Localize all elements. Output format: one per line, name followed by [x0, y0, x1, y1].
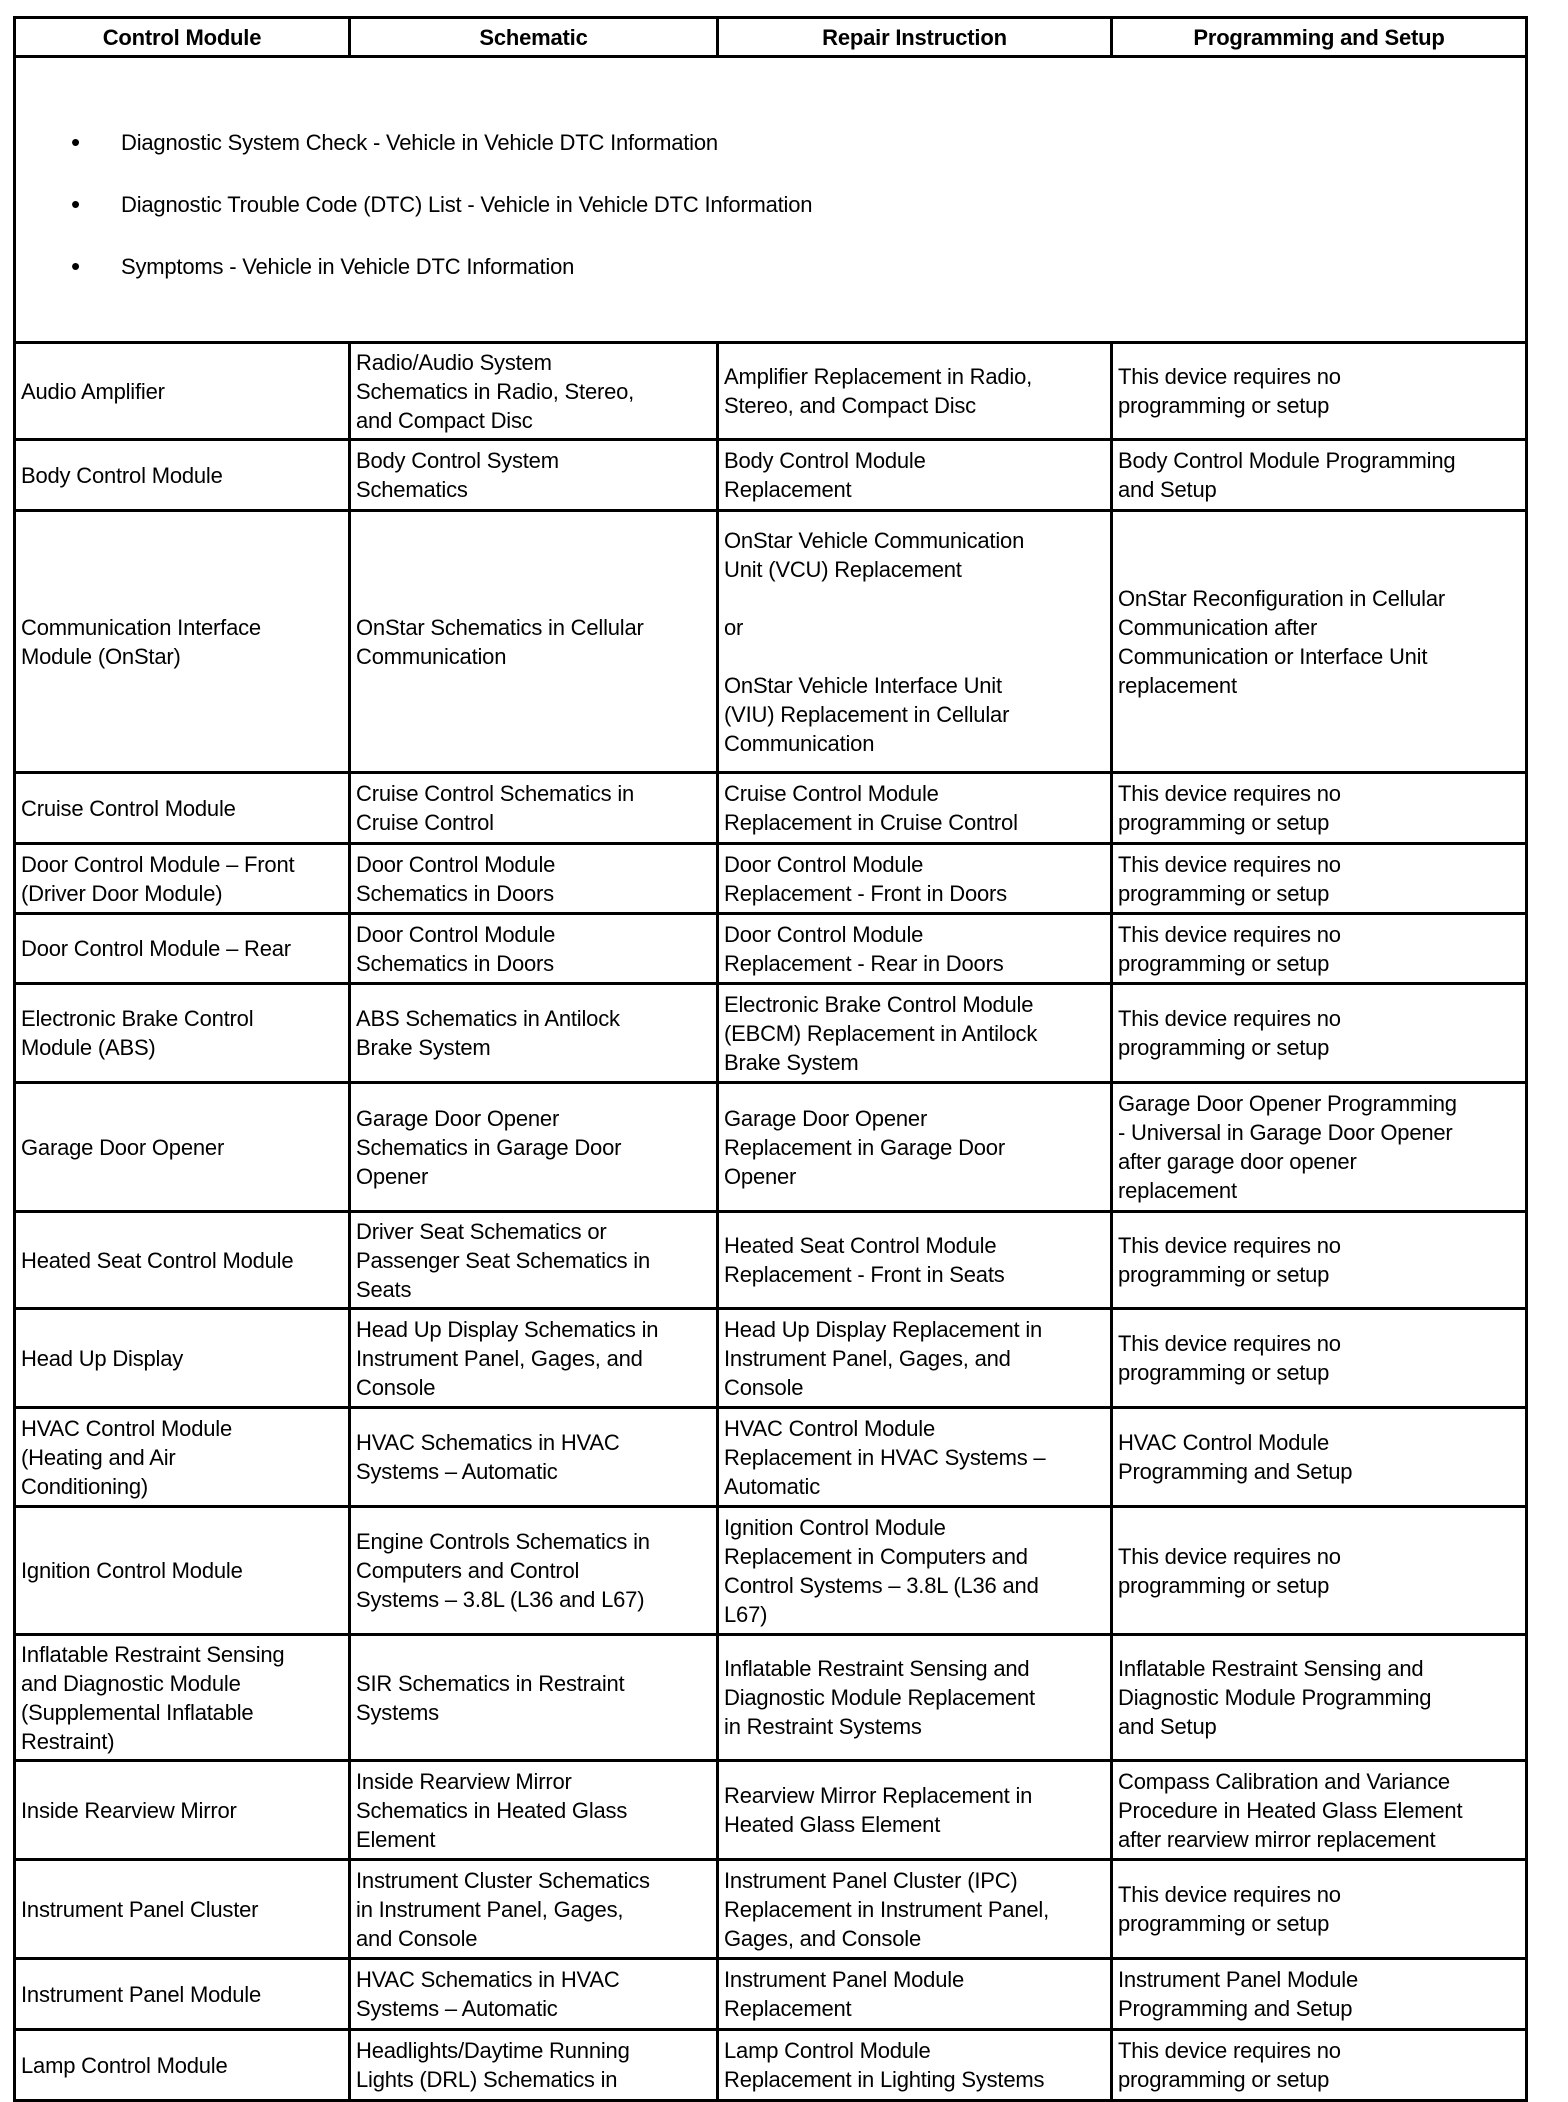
- control-module-cell: Electronic Brake Control Module (ABS): [13, 982, 351, 1084]
- table-row: Cruise Control Module Cruise Control Sche…: [13, 771, 1528, 845]
- programming-setup-cell[interactable]: This device requires no programming or s…: [1110, 341, 1528, 441]
- table-row: HVAC Control Module (Heating and Air Con…: [13, 1406, 1528, 1508]
- control-module-cell: Cruise Control Module: [13, 771, 351, 845]
- table-row: Heated Seat Control Module Driver Seat Sc…: [13, 1210, 1528, 1310]
- schematic-cell[interactable]: Driver Seat Schematics or Passenger Seat…: [348, 1210, 719, 1310]
- control-module-cell: HVAC Control Module (Heating and Air Con…: [13, 1406, 351, 1508]
- table-row: Audio Amplifier Radio/Audio System Schema…: [13, 341, 1528, 441]
- schematic-cell[interactable]: Garage Door Opener Schematics in Garage …: [348, 1081, 719, 1213]
- schematic-cell[interactable]: Body Control System Schematics: [348, 438, 719, 512]
- repair-instruction-cell[interactable]: Door Control Module Replacement - Rear i…: [716, 912, 1113, 985]
- repair-instruction-cell[interactable]: Heated Seat Control Module Replacement -…: [716, 1210, 1113, 1310]
- programming-setup-cell[interactable]: This device requires no programming or s…: [1110, 1210, 1528, 1310]
- table-row: Ignition Control Module Engine Controls S…: [13, 1505, 1528, 1636]
- schematic-cell[interactable]: Head Up Display Schematics in Instrument…: [348, 1307, 719, 1409]
- schematic-cell[interactable]: SIR Schematics in Restraint Systems: [348, 1633, 719, 1762]
- control-module-cell: Garage Door Opener: [13, 1081, 351, 1213]
- control-module-cell: Lamp Control Module: [13, 2028, 351, 2102]
- diagnostic-link[interactable]: Diagnostic Trouble Code (DTC) List - Veh…: [71, 188, 1520, 221]
- programming-setup-cell[interactable]: This device requires no programming or s…: [1110, 1505, 1528, 1636]
- table-row: Inflatable Restraint Sensing and Diagnos…: [13, 1633, 1528, 1762]
- table-row: Head Up Display Head Up Display Schematic…: [13, 1307, 1528, 1409]
- repair-instruction-cell[interactable]: Lamp Control Module Replacement in Light…: [716, 2028, 1113, 2102]
- control-module-cell: Heated Seat Control Module: [13, 1210, 351, 1310]
- schematic-cell[interactable]: HVAC Schematics in HVAC Systems – Automa…: [348, 1957, 719, 2031]
- control-module-cell: Inside Rearview Mirror: [13, 1759, 351, 1861]
- repair-instruction-cell[interactable]: Rearview Mirror Replacement in Heated Gl…: [716, 1759, 1113, 1861]
- repair-instruction-cell[interactable]: Instrument Panel Module Replacement: [716, 1957, 1113, 2031]
- repair-instruction-cell[interactable]: Instrument Panel Cluster (IPC) Replaceme…: [716, 1858, 1113, 1960]
- schematic-cell[interactable]: Inside Rearview Mirror Schematics in Hea…: [348, 1759, 719, 1861]
- repair-instruction-cell[interactable]: OnStar Vehicle Communication Unit (VCU) …: [716, 509, 1113, 774]
- schematic-cell[interactable]: Door Control Module Schematics in Doors: [348, 912, 719, 985]
- control-module-cell: Ignition Control Module: [13, 1505, 351, 1636]
- table-row: Garage Door Opener Garage Door Opener Sch…: [13, 1081, 1528, 1213]
- repair-instruction-cell[interactable]: Cruise Control Module Replacement in Cru…: [716, 771, 1113, 845]
- programming-setup-cell[interactable]: Body Control Module Programming and Setu…: [1110, 438, 1528, 512]
- control-module-cell: Door Control Module – Rear: [13, 912, 351, 985]
- control-module-cell: Body Control Module: [13, 438, 351, 512]
- diagnostic-links-row: Diagnostic System Check - Vehicle in Veh…: [13, 55, 1528, 344]
- repair-instruction-cell[interactable]: Inflatable Restraint Sensing and Diagnos…: [716, 1633, 1113, 1762]
- schematic-cell[interactable]: OnStar Schematics in Cellular Communicat…: [348, 509, 719, 774]
- control-module-cell: Instrument Panel Cluster: [13, 1858, 351, 1960]
- repair-instruction-cell[interactable]: Door Control Module Replacement - Front …: [716, 842, 1113, 915]
- header-programming-setup: Programming and Setup: [1110, 16, 1528, 58]
- diagnostic-link[interactable]: Symptoms - Vehicle in Vehicle DTC Inform…: [71, 250, 1520, 283]
- repair-instruction-cell[interactable]: HVAC Control Module Replacement in HVAC …: [716, 1406, 1113, 1508]
- table-row: Communication Interface Module (OnStar) O…: [13, 509, 1528, 774]
- table-row: Inside Rearview Mirror Inside Rearview Mi…: [13, 1759, 1528, 1861]
- header-control-module: Control Module: [13, 16, 351, 58]
- programming-setup-cell[interactable]: Compass Calibration and Variance Procedu…: [1110, 1759, 1528, 1861]
- header-row: Control Module Schematic Repair Instruct…: [13, 16, 1528, 58]
- schematic-cell[interactable]: Radio/Audio System Schematics in Radio, …: [348, 341, 719, 441]
- repair-instruction-cell[interactable]: Head Up Display Replacement in Instrumen…: [716, 1307, 1113, 1409]
- schematic-cell[interactable]: HVAC Schematics in HVAC Systems – Automa…: [348, 1406, 719, 1508]
- schematic-cell[interactable]: Door Control Module Schematics in Doors: [348, 842, 719, 915]
- table-row: Instrument Panel Module HVAC Schematics i…: [13, 1957, 1528, 2031]
- control-module-cell: Inflatable Restraint Sensing and Diagnos…: [13, 1633, 351, 1762]
- schematic-cell[interactable]: Headlights/Daytime Running Lights (DRL) …: [348, 2028, 719, 2102]
- repair-instruction-cell[interactable]: Ignition Control Module Replacement in C…: [716, 1505, 1113, 1636]
- control-module-cell: Head Up Display: [13, 1307, 351, 1409]
- table-row: Body Control Module Body Control System S…: [13, 438, 1528, 512]
- table-row: Lamp Control Module Headlights/Daytime Ru…: [13, 2028, 1528, 2102]
- repair-instruction-cell[interactable]: Garage Door Opener Replacement in Garage…: [716, 1081, 1113, 1213]
- programming-setup-cell[interactable]: This device requires no programming or s…: [1110, 912, 1528, 985]
- diagnostic-links-cell: Diagnostic System Check - Vehicle in Veh…: [13, 55, 1528, 344]
- control-module-cell: Door Control Module – Front (Driver Door…: [13, 842, 351, 915]
- header-repair-instruction: Repair Instruction: [716, 16, 1113, 58]
- control-module-cell: Instrument Panel Module: [13, 1957, 351, 2031]
- repair-instruction-cell[interactable]: Body Control Module Replacement: [716, 438, 1113, 512]
- programming-setup-cell[interactable]: Garage Door Opener Programming - Univers…: [1110, 1081, 1528, 1213]
- programming-setup-cell[interactable]: OnStar Reconfiguration in Cellular Commu…: [1110, 509, 1528, 774]
- table-row: Door Control Module – Front (Driver Door…: [13, 842, 1528, 915]
- programming-setup-cell[interactable]: This device requires no programming or s…: [1110, 771, 1528, 845]
- programming-setup-cell[interactable]: This device requires no programming or s…: [1110, 2028, 1528, 2102]
- programming-setup-cell[interactable]: HVAC Control Module Programming and Setu…: [1110, 1406, 1528, 1508]
- header-schematic: Schematic: [348, 16, 719, 58]
- repair-instruction-cell[interactable]: Electronic Brake Control Module (EBCM) R…: [716, 982, 1113, 1084]
- table-row: Instrument Panel Cluster Instrument Clust…: [13, 1858, 1528, 1960]
- table-row: Electronic Brake Control Module (ABS) ABS…: [13, 982, 1528, 1084]
- schematic-cell[interactable]: Instrument Cluster Schematics in Instrum…: [348, 1858, 719, 1960]
- table-row: Door Control Module – Rear Door Control M…: [13, 912, 1528, 985]
- programming-setup-cell[interactable]: This device requires no programming or s…: [1110, 1858, 1528, 1960]
- schematic-cell[interactable]: ABS Schematics in Antilock Brake System: [348, 982, 719, 1084]
- programming-setup-cell[interactable]: Inflatable Restraint Sensing and Diagnos…: [1110, 1633, 1528, 1762]
- programming-setup-cell[interactable]: This device requires no programming or s…: [1110, 982, 1528, 1084]
- programming-setup-cell[interactable]: Instrument Panel Module Programming and …: [1110, 1957, 1528, 2031]
- repair-instruction-cell[interactable]: Amplifier Replacement in Radio, Stereo, …: [716, 341, 1113, 441]
- programming-setup-cell[interactable]: This device requires no programming or s…: [1110, 1307, 1528, 1409]
- diagnostic-link[interactable]: Diagnostic System Check - Vehicle in Veh…: [71, 126, 1520, 159]
- schematic-cell[interactable]: Cruise Control Schematics in Cruise Cont…: [348, 771, 719, 845]
- control-module-table: Control Module Schematic Repair Instruct…: [13, 16, 1528, 2102]
- control-module-cell: Audio Amplifier: [13, 341, 351, 441]
- control-module-cell: Communication Interface Module (OnStar): [13, 509, 351, 774]
- diagnostic-links-list: Diagnostic System Check - Vehicle in Veh…: [21, 97, 1520, 312]
- schematic-cell[interactable]: Engine Controls Schematics in Computers …: [348, 1505, 719, 1636]
- programming-setup-cell[interactable]: This device requires no programming or s…: [1110, 842, 1528, 915]
